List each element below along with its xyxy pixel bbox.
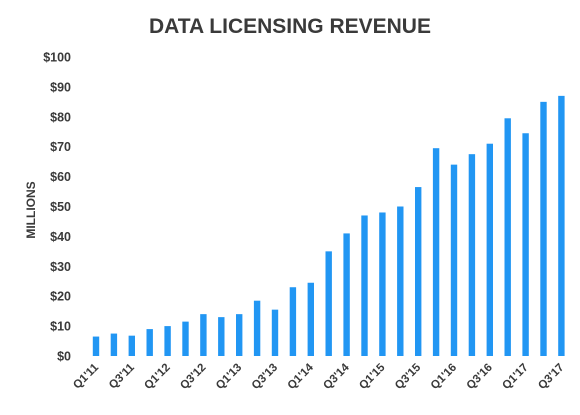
bar [92,336,100,356]
bar [236,314,243,356]
y-tick-label: $50 [50,200,71,214]
bar [361,215,368,356]
x-tick-label: Q3'17 [536,362,566,392]
bar [146,329,153,356]
x-tick-label: Q1'15 [357,361,388,392]
x-tick-label: Q3'16 [465,362,495,392]
bar [218,317,225,356]
x-tick-label: Q3'12 [178,362,208,392]
bar [415,187,422,356]
chart-title: DATA LICENSING REVENUE [149,15,431,38]
y-tick-label: $100 [43,51,71,65]
bar [271,309,279,356]
y-axis-ticks: $0 $10 $20 $30 $40 $50 $60 $70 $80 $90 $100 [43,51,71,364]
bar [468,154,476,356]
bar [540,101,547,356]
bar [182,321,189,356]
bar [558,95,565,357]
x-tick-label: Q1'13 [214,362,244,392]
y-tick-label: $60 [50,170,71,184]
x-tick-label: Q1'14 [286,361,317,392]
bar [486,143,493,356]
y-tick-label: $0 [57,350,71,364]
bar [289,287,297,356]
y-axis-label: MILLIONS [24,181,38,238]
x-tick-label: Q3'15 [393,361,424,392]
x-tick-label: Q1'12 [142,362,172,392]
bar [522,133,529,356]
y-tick-label: $70 [50,140,71,154]
bar [253,300,261,356]
x-tick-label: Q1'17 [500,362,530,392]
bar [397,206,404,356]
bar [379,212,386,356]
bar [164,326,171,356]
x-tick-label: Q3'13 [250,362,280,392]
bar [128,335,135,356]
bar [432,148,440,356]
bars-group [92,95,565,357]
y-tick-label: $80 [50,110,71,124]
x-tick-label: Q3'11 [107,361,137,391]
bar [200,314,207,356]
bar [504,118,511,356]
x-tick-label: Q1'11 [71,361,101,391]
bar [110,333,118,356]
x-tick-label: Q1'16 [429,362,459,392]
y-tick-label: $30 [50,260,71,274]
bar [343,233,350,356]
bar [307,282,314,356]
y-tick-label: $40 [50,230,71,244]
y-tick-label: $20 [50,290,71,304]
x-tick-label: Q3'14 [321,361,352,392]
x-axis-ticks: Q1'11 Q3'11 Q1'12 Q3'12 Q1'13 Q3'13 Q1'14 Q3'14… [71,361,566,392]
y-tick-label: $90 [50,80,71,94]
bar [325,251,332,356]
y-tick-label: $10 [50,320,71,334]
bar [450,164,458,356]
